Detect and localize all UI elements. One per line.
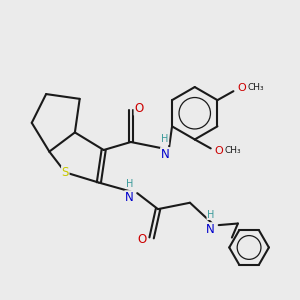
Text: H: H: [161, 134, 169, 145]
Text: O: O: [137, 233, 147, 246]
Text: N: N: [125, 191, 134, 204]
Text: O: O: [237, 83, 246, 93]
Text: CH₃: CH₃: [248, 83, 264, 92]
Text: O: O: [134, 102, 143, 115]
Text: CH₃: CH₃: [225, 146, 242, 155]
Text: S: S: [61, 166, 69, 179]
Text: O: O: [214, 146, 223, 156]
Text: N: N: [206, 223, 215, 236]
Text: N: N: [160, 148, 169, 161]
Text: H: H: [207, 210, 214, 220]
Text: H: H: [125, 178, 133, 189]
